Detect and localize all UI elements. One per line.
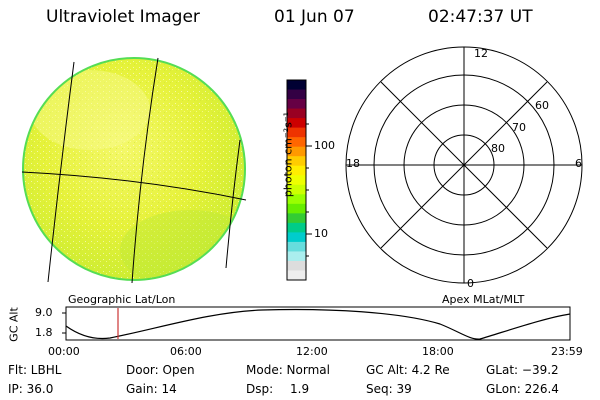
colorbar-swatch — [287, 118, 306, 129]
date-label: 01 Jun 07 — [274, 7, 355, 27]
colorbar-swatch — [287, 260, 306, 271]
colorbar-swatch — [287, 203, 306, 214]
polar-caption: Apex MLat/MLT — [442, 293, 525, 306]
mode-readout: Mode: Normal — [246, 363, 330, 377]
glat-readout: GLat: −39.2 — [486, 363, 559, 377]
polar-plot — [345, 46, 583, 284]
altitude-curve — [65, 308, 571, 340]
mlt-label-18: 18 — [346, 157, 360, 170]
mlat-label-80: 80 — [491, 142, 505, 155]
mlat-label-60: 60 — [535, 99, 549, 112]
colorbar-unit-label: photon cm⁻²s⁻¹ — [281, 111, 295, 198]
colorbar-tick-10: 10 — [314, 227, 328, 240]
colorbar-swatch — [287, 80, 306, 91]
dsp-value: 1.9 — [290, 382, 310, 396]
time-tick-0000: 00:00 — [48, 345, 80, 358]
time-tick-0600: 06:00 — [170, 345, 202, 358]
colorbar-swatch — [287, 213, 306, 224]
dsp-label: Dsp: — [246, 382, 274, 396]
time-tick-1800: 18:00 — [422, 345, 454, 358]
mlt-label-12: 12 — [474, 47, 488, 60]
time-label: 02:47:37 UT — [428, 7, 533, 27]
mlt-label-6: 6 — [575, 157, 582, 170]
colorbar-swatch — [287, 108, 306, 119]
colorbar-swatch — [287, 165, 306, 176]
colorbar-swatch — [287, 89, 306, 100]
mlat-label-70: 70 — [512, 121, 526, 134]
door-readout: Door: Open — [126, 363, 195, 377]
uv-image-globe — [21, 57, 247, 284]
colorbar-swatch — [287, 184, 306, 195]
mlt-label-0: 0 — [467, 277, 474, 290]
colorbar-swatch — [287, 194, 306, 205]
seq-readout: Seq: 39 — [366, 382, 412, 396]
time-tick-1200: 12:00 — [296, 345, 328, 358]
colorbar-swatch — [287, 156, 306, 167]
altitude-ytick-9: 9.0 — [35, 306, 53, 319]
globe-caption: Geographic Lat/Lon — [68, 293, 176, 306]
colorbar-swatch — [287, 127, 306, 138]
colorbar-swatch — [287, 137, 306, 148]
colorbar-swatch — [287, 232, 306, 243]
colorbar — [287, 80, 306, 281]
colorbar-swatch — [287, 270, 306, 281]
colorbar-swatch — [287, 222, 306, 233]
lat-lon-grid — [21, 57, 247, 284]
colorbar-swatch — [287, 241, 306, 252]
time-tick-2359: 23:59 — [551, 345, 583, 358]
colorbar-swatch — [287, 146, 306, 157]
instrument-title: Ultraviolet Imager — [46, 7, 200, 27]
colorbar-swatch — [287, 99, 306, 110]
colorbar-tick-100: 100 — [314, 139, 335, 152]
altitude-panel — [62, 306, 571, 341]
glon-readout: GLon: 226.4 — [486, 382, 559, 396]
altitude-ylabel: GC Alt — [7, 307, 21, 342]
gain-readout: Gain: 14 — [126, 382, 177, 396]
filter-readout: Flt: LBHL — [8, 363, 62, 377]
altitude-ytick-1-8: 1.8 — [35, 326, 53, 339]
ip-readout: IP: 36.0 — [8, 382, 54, 396]
colorbar-swatch — [287, 251, 306, 262]
colorbar-swatch — [287, 175, 306, 186]
gc-alt-readout: GC Alt: 4.2 Re — [366, 363, 450, 377]
